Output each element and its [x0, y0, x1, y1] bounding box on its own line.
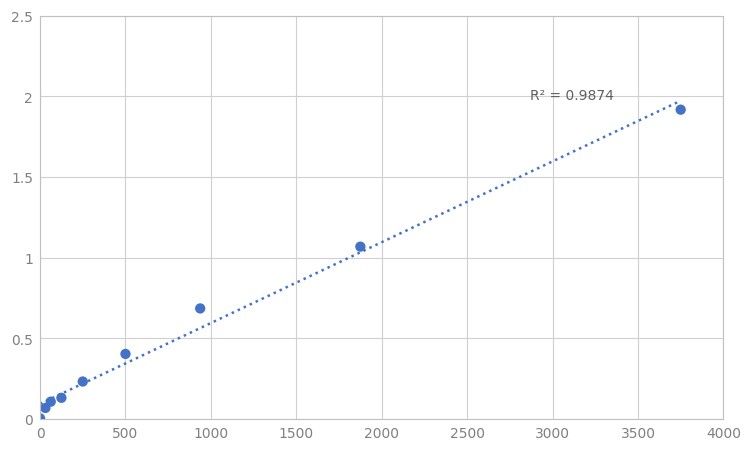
- Point: [675, 107, 687, 114]
- Point: [44, 398, 56, 405]
- Point: [120, 350, 132, 358]
- Point: [194, 305, 206, 313]
- Point: [39, 405, 51, 412]
- Point: [77, 378, 89, 385]
- Point: [56, 394, 68, 401]
- Text: R² = 0.9874: R² = 0.9874: [530, 88, 614, 102]
- Point: [34, 415, 46, 422]
- Point: [354, 244, 366, 251]
